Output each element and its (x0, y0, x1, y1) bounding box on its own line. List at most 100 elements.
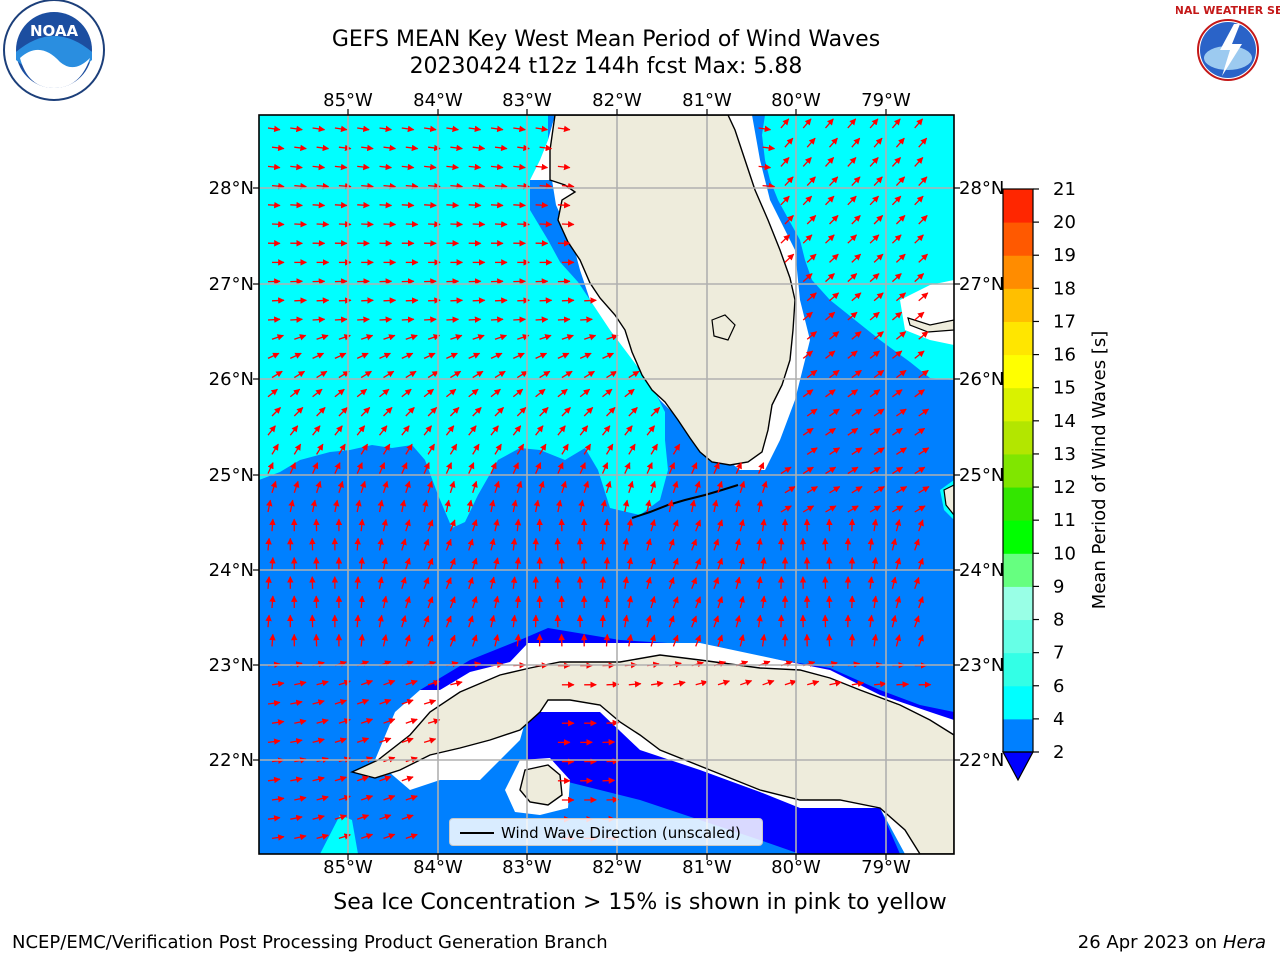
wind-arrow (891, 311, 903, 321)
wind-arrow (312, 462, 319, 474)
wind-arrow (651, 680, 664, 688)
wind-arrow (354, 576, 361, 589)
wind-arrow (807, 679, 820, 687)
wind-arrow (494, 443, 502, 455)
lon-label-bottom: 85°W (323, 857, 373, 878)
wind-arrow (851, 486, 863, 494)
wind-arrow (672, 557, 679, 570)
wind-arrow (539, 334, 552, 341)
wind-arrow (601, 425, 611, 436)
wind-arrow (290, 699, 303, 707)
wind-arrow (627, 480, 634, 494)
wind-arrow (802, 505, 815, 513)
wind-arrow (444, 499, 451, 513)
wind-arrow (401, 201, 415, 209)
wind-arrow (468, 163, 482, 171)
wind-arrow (338, 221, 352, 228)
wind-arrow (424, 163, 437, 171)
wind-arrow (851, 137, 861, 148)
wind-arrow (694, 596, 702, 609)
wind-arrow (337, 480, 344, 494)
wind-arrow (312, 125, 326, 133)
wind-arrow (539, 370, 551, 379)
wind-arrow (914, 505, 926, 513)
wind-arrow (427, 557, 434, 570)
wind-arrow (847, 273, 858, 283)
wind-arrow (890, 576, 898, 589)
wind-arrow (400, 538, 407, 551)
wind-arrow (914, 427, 926, 436)
wind-arrow (869, 234, 880, 244)
wind-arrow (918, 486, 930, 494)
wind-arrow (516, 443, 525, 455)
wind-arrow (848, 595, 856, 609)
wind-arrow (357, 201, 370, 209)
lat-label-right: 27°N (959, 274, 1004, 295)
colorbar-tick-label: 6 (1053, 676, 1064, 697)
wind-arrow (265, 614, 272, 628)
wind-arrow (383, 833, 396, 840)
wind-arrow (825, 427, 836, 436)
wind-arrow (472, 182, 486, 190)
wind-arrow (468, 352, 481, 359)
wind-arrow (405, 679, 418, 686)
wind-arrow (271, 182, 285, 190)
wind-arrow (871, 595, 879, 609)
wind-arrow (851, 292, 862, 302)
wind-arrow (334, 737, 347, 744)
lon-label-top: 79°W (861, 90, 911, 111)
wind-arrow (312, 699, 325, 706)
wind-arrow (829, 408, 840, 417)
wind-arrow (914, 389, 925, 398)
wind-arrow (493, 557, 500, 570)
wind-arrow (806, 408, 818, 417)
colorbar-segment (1003, 553, 1033, 587)
wind-arrow (802, 195, 813, 206)
wind-arrow (896, 681, 910, 688)
wind-arrow (829, 447, 841, 455)
wind-arrow (579, 388, 591, 398)
wind-arrow (361, 297, 374, 304)
map-area[interactable] (259, 115, 954, 854)
wind-arrow (404, 595, 411, 609)
wind-arrow (271, 719, 285, 726)
wind-arrow (424, 125, 437, 133)
wind-arrow (493, 634, 500, 647)
wind-arrow (847, 311, 858, 321)
wind-arrow (294, 718, 307, 726)
wind-arrow (267, 699, 281, 707)
wind-arrow (446, 352, 458, 359)
wind-arrow (535, 125, 549, 133)
lat-label-left: 22°N (209, 750, 254, 771)
wind-arrow (825, 505, 837, 513)
wind-arrow (294, 221, 307, 228)
credit-branch: NCEP/EMC/Verification Post Processing Pr… (12, 932, 608, 953)
wind-arrow (918, 253, 928, 263)
wind-arrow (829, 176, 839, 187)
wind-arrow (712, 499, 719, 513)
wind-arrow (271, 221, 285, 228)
wind-arrow (713, 576, 720, 590)
wind-arrow (557, 163, 571, 171)
wind-arrow (825, 350, 836, 359)
wind-arrow (404, 480, 411, 494)
wind-arrow (603, 633, 611, 647)
ocean-cyan-gulf (259, 115, 668, 528)
wind-arrow (494, 221, 508, 228)
wind-arrow (472, 443, 480, 455)
wind-arrow (360, 833, 374, 840)
wind-arrow (445, 577, 452, 590)
wind-arrow (892, 427, 903, 436)
wind-arrow (624, 388, 635, 398)
wind-arrow (603, 518, 611, 532)
wind-arrow (381, 634, 388, 647)
wind-arrow (449, 634, 456, 647)
wind-arrow (449, 443, 458, 455)
wind-arrow (334, 775, 347, 783)
wind-arrow (873, 215, 884, 225)
colorbar-tick-label: 7 (1053, 643, 1064, 664)
wind-arrow (468, 388, 479, 398)
wind-arrow (379, 316, 393, 323)
lat-label-left: 25°N (209, 465, 254, 486)
wind-arrow (265, 576, 272, 589)
